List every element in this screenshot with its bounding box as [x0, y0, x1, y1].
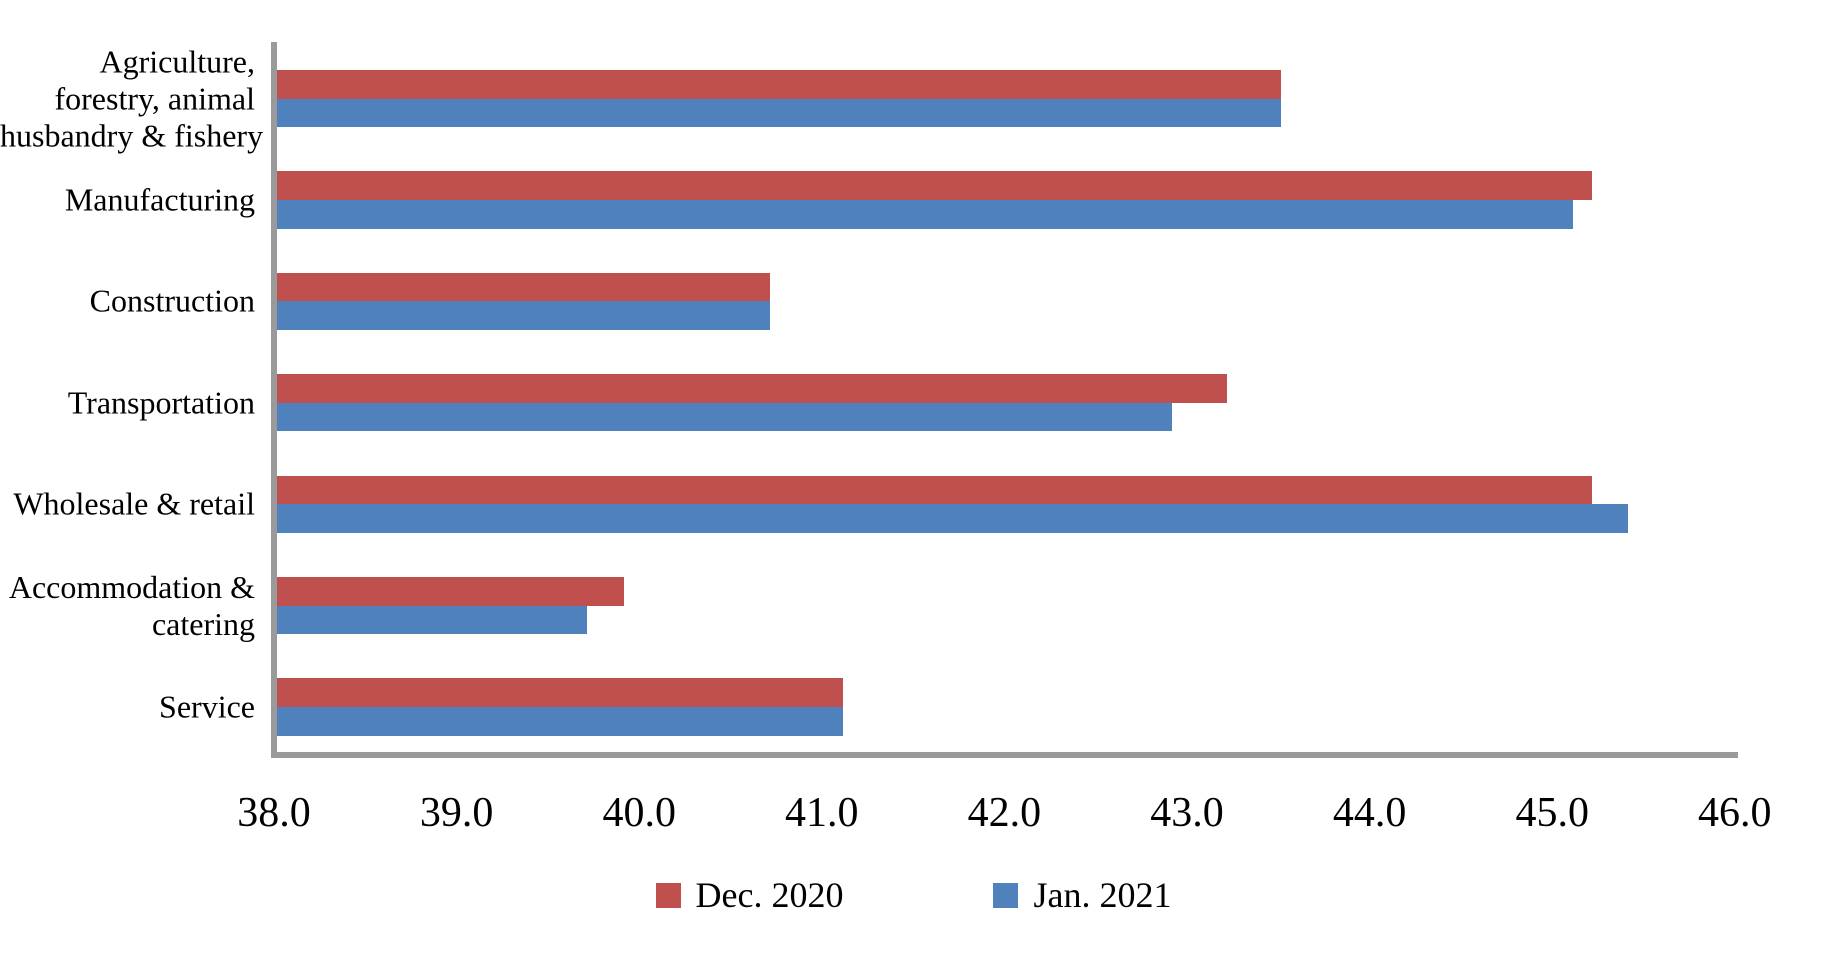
x-tick-42.0: 42.0 [967, 790, 1042, 836]
bar-jan-2021-manufacturing [277, 200, 1574, 229]
x-tick-46.0: 46.0 [1698, 790, 1772, 836]
category-label-line: Agriculture, [99, 43, 256, 80]
bar-dec-2020-accommodation-catering [277, 577, 624, 606]
bar-jan-2021-agriculture-forestry-animal-husbandry-fishery [277, 98, 1282, 128]
category-label-line: husbandry & fishery [0, 117, 264, 154]
category-label-accommodation-catering: Accommodation & catering [0, 569, 255, 643]
bar-dec-2020-service [277, 678, 844, 707]
category-label-line: Construction [89, 282, 255, 319]
legend-swatch-jan-2021-icon [993, 882, 1019, 908]
bar-dec-2020-transportation [277, 374, 1227, 403]
bar-jan-2021-accommodation-catering [277, 605, 588, 635]
x-tick-45.0: 45.0 [1515, 790, 1589, 836]
category-label-line: Accommodation & [8, 568, 255, 605]
x-tick-40.0: 40.0 [602, 790, 676, 836]
legend-label: Jan. 2021 [1033, 875, 1172, 915]
x-tick-39.0: 39.0 [419, 790, 494, 836]
category-label-line: Service [159, 688, 255, 725]
category-label-wholesale-retail: Wholesale & retail [0, 486, 255, 523]
legend-swatch-dec-2020-icon [655, 882, 681, 908]
bar-dec-2020-wholesale-retail [277, 475, 1592, 505]
category-label-line: Manufacturing [64, 181, 255, 218]
category-label-line: catering [151, 605, 255, 642]
x-tick-38.0: 38.0 [237, 790, 311, 836]
bar-dec-2020-construction [277, 272, 771, 302]
x-axis-line [271, 752, 1738, 758]
bar-jan-2021-transportation [277, 402, 1172, 432]
category-label-construction: Construction [0, 283, 255, 320]
x-tick-44.0: 44.0 [1332, 790, 1407, 836]
category-label-line: Transportation [67, 384, 255, 421]
category-label-agriculture-forestry-animal-husbandry-fishery: Agriculture, forestry, animal husbandry & … [0, 43, 264, 154]
x-tick-41.0: 41.0 [785, 790, 859, 836]
category-label-line: forestry, animal [54, 80, 255, 117]
legend-label: Dec. 2020 [695, 875, 844, 915]
bar-jan-2021-wholesale-retail [277, 504, 1629, 533]
category-label-manufacturing: Manufacturing [0, 182, 255, 219]
category-label-transportation: Transportation [0, 384, 255, 421]
bar-dec-2020-manufacturing [277, 171, 1592, 200]
category-label-service: Service [0, 689, 255, 726]
bar-jan-2021-construction [277, 301, 771, 330]
legend-item-jan-2021: Jan. 2021 [993, 874, 1171, 916]
x-tick-43.0: 43.0 [1150, 790, 1224, 836]
legend: Dec. 2020 Jan. 2021 [0, 874, 1827, 916]
bar-dec-2020-agriculture-forestry-animal-husbandry-fishery [277, 70, 1282, 99]
bar-jan-2021-service [277, 707, 844, 736]
category-label-line: Wholesale & retail [13, 485, 255, 522]
y-axis-line [271, 42, 277, 758]
legend-item-dec-2020: Dec. 2020 [655, 874, 844, 916]
